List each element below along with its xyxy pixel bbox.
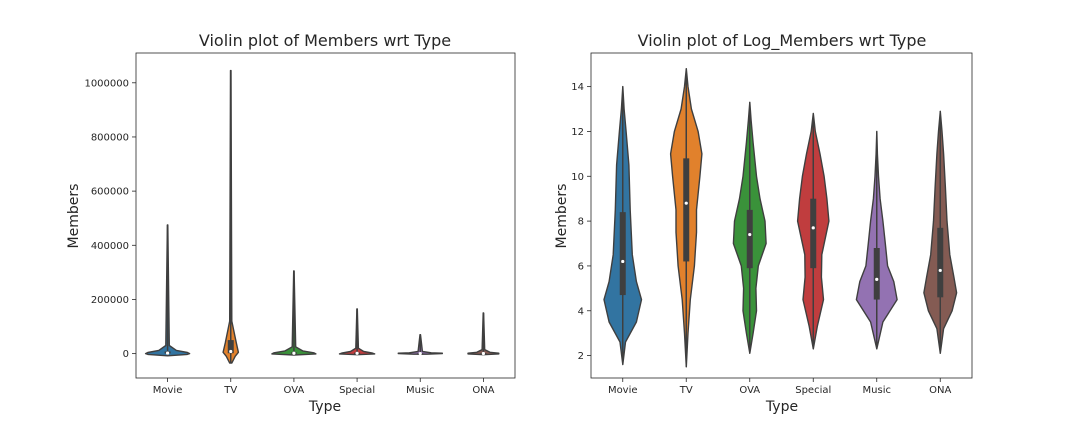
violin-median-dot [621,259,625,264]
y-tick-label: 200000 [91,295,129,306]
violins-group [603,68,958,368]
x-tick-label: Special [795,385,831,396]
violin-special [796,112,830,350]
violin-iqr-box [810,198,817,269]
x-tick-label: OVA [284,385,305,396]
violin-music [855,130,898,350]
violin-movie [603,85,643,366]
x-axis-label: Type [765,399,798,415]
x-tick-label: ONA [929,385,951,396]
violin-iqr-box [683,158,690,262]
y-tick-label: 800000 [91,132,129,143]
violin-ova [732,101,767,354]
x-tick-label: OVA [739,385,760,396]
chart-log-members-wrt-type: Violin plot of Log_Members wrt Type Type… [554,31,973,415]
chart-members-wrt-type: Violin plot of Members wrt Type Type Mem… [66,31,516,415]
plot-frame [590,52,973,379]
x-axis-label: Type [308,399,341,415]
violin-special [338,308,376,356]
violin-movie [144,224,191,357]
violin-iqr-box [937,227,944,298]
x-tick-label: TV [679,385,693,396]
violin-median-dot [684,201,688,205]
violin-median-dot [355,351,359,355]
y-axis-label: Members [66,184,82,249]
x-ticks: Movie TV OVA Special Music ONA [608,378,952,396]
y-tick-label: 0 [123,349,129,360]
violin-tv [669,68,703,368]
y-tick-label: 10 [571,172,584,183]
violin-ova [271,270,317,356]
plot-frame [135,52,516,379]
x-ticks: Movie TV OVA Special Music ONA [153,378,495,396]
y-tick-label: 4 [578,306,584,317]
chart-title: Violin plot of Members wrt Type [199,31,451,50]
y-tick-label: 12 [571,127,584,138]
violin-median-dot [938,268,942,273]
violin-median-dot [481,351,486,356]
y-tick-label: 1000000 [84,78,129,89]
x-tick-label: ONA [472,385,494,396]
x-tick-label: TV [223,385,237,396]
y-axis-label: Members [554,184,570,249]
violin-iqr-box [227,340,234,354]
violin-median-dot [811,226,815,230]
violin-tv [222,69,240,364]
violin-iqr-box [873,248,880,300]
violin-median-dot [229,349,233,354]
violin-median-dot [165,351,170,355]
violin-music [397,334,443,356]
y-ticks: 2 4 6 8 10 12 14 [571,82,591,362]
violin-iqr-box [619,212,626,296]
x-tick-label: Movie [608,385,638,396]
y-tick-label: 6 [578,261,584,272]
y-tick-label: 400000 [91,241,129,252]
y-tick-label: 8 [578,217,584,228]
chart-title: Violin plot of Log_Members wrt Type [638,31,927,51]
violin-median-dot [875,277,879,281]
violin-ona [923,110,958,354]
y-tick-label: 600000 [91,187,129,198]
violin-median-dot [748,232,752,237]
violin-ona [467,312,500,356]
y-ticks: 0 200000 400000 600000 800000 1000000 [84,78,136,360]
x-tick-label: Movie [153,385,183,396]
y-tick-label: 14 [571,82,584,93]
x-tick-label: Special [339,385,375,396]
violin-median-dot [418,351,422,356]
violin-median-dot [292,351,296,355]
x-tick-label: Music [863,385,891,396]
x-tick-label: Music [406,385,434,396]
violins-group [144,69,500,364]
y-tick-label: 2 [578,351,584,362]
violin-iqr-box [746,209,753,269]
